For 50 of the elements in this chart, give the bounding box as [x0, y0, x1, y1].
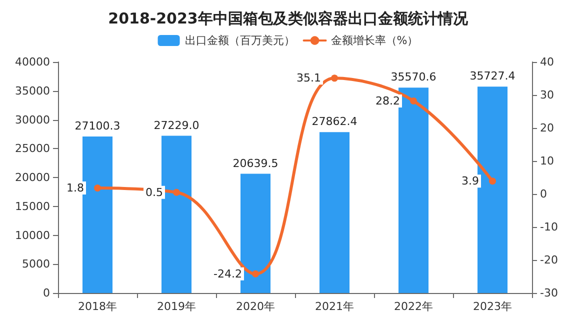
x-tick-label: 2020年: [236, 300, 275, 313]
data-label: 27862.4: [312, 115, 358, 128]
y2-tick-label: 20: [540, 122, 554, 134]
y-tick-label: 10000: [15, 228, 50, 242]
y2-tick-label: 10: [540, 154, 554, 168]
bar: [82, 136, 113, 293]
x-tick-label: 2023年: [473, 300, 512, 313]
y2-tick-label: 30: [540, 88, 554, 102]
y2-tick-label: -10: [540, 220, 558, 234]
bar: [240, 174, 271, 293]
point: [331, 74, 338, 82]
x-tick-label: 2018年: [78, 300, 117, 313]
bar: [398, 88, 429, 293]
y2-tick-label: -30: [540, 286, 558, 300]
chart-title: 2018-2023年中国箱包及类似容器出口金额统计情况: [108, 10, 469, 28]
data-label: -24.2: [214, 267, 242, 280]
data-label: 35.1: [296, 72, 321, 85]
y-tick-label: 5000: [22, 258, 50, 271]
y-tick-label: 20000: [15, 171, 50, 184]
x-tick-label: 2019年: [157, 300, 196, 313]
point: [252, 270, 259, 278]
data-label: 27100.3: [74, 119, 120, 132]
data-label: 3.9: [462, 174, 479, 188]
point: [173, 188, 180, 196]
y-tick-label: 25000: [15, 142, 50, 156]
y2-tick-label: 0: [540, 188, 547, 200]
data-label: 28.2: [376, 94, 400, 108]
data-label: 1.8: [66, 182, 84, 195]
y-tick-label: 35000: [15, 84, 50, 98]
bar: [161, 136, 192, 293]
data-label: 27229.0: [154, 118, 200, 132]
point: [489, 178, 496, 185]
y-tick-label: 15000: [15, 200, 50, 213]
x-tick-label: 2021年: [315, 300, 354, 313]
y-tick-label: 30000: [15, 113, 50, 126]
data-label: 35727.4: [470, 70, 516, 83]
legend-label: 出口金额（百万美元）: [184, 34, 295, 47]
y-tick-label: 0: [43, 286, 50, 300]
x-tick-label: 2022年: [394, 300, 433, 313]
legend-label: 金额增长率（%）: [330, 34, 418, 47]
y2-tick-label: 40: [540, 56, 554, 68]
data-label: 20639.5: [232, 156, 278, 170]
y-tick-label: 40000: [15, 56, 50, 68]
data-label: 0.5: [146, 186, 163, 199]
bar: [319, 132, 350, 293]
bar: [477, 86, 508, 293]
y2-tick-label: -20: [540, 254, 558, 266]
point: [94, 184, 101, 192]
data-label: 35570.6: [390, 70, 436, 84]
point: [410, 97, 417, 104]
